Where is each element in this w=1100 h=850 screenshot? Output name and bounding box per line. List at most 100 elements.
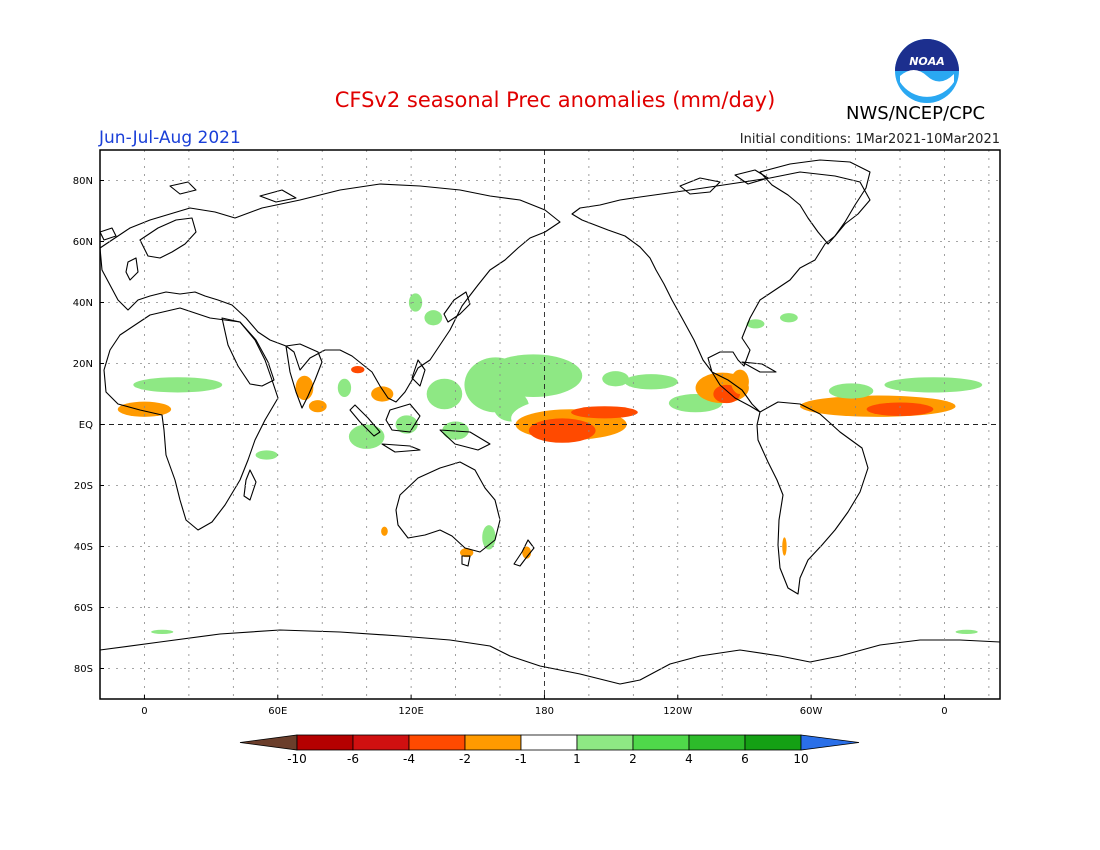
coast-tasmania <box>461 555 471 567</box>
anomaly-region-33 <box>460 548 474 558</box>
coast-philippines <box>411 359 426 387</box>
anomaly-region-9 <box>624 374 678 390</box>
coast-scandinavia <box>139 217 197 259</box>
coast-britain <box>125 257 139 281</box>
coast-new-guinea <box>439 429 491 451</box>
coast-south-america <box>756 401 869 595</box>
coast-sumatra <box>349 404 381 437</box>
lat-label-60S: 60S <box>74 603 93 614</box>
lon-label-5: 60W <box>800 706 823 717</box>
coast-iceland <box>99 227 117 241</box>
colorbar-swatch-2 <box>352 734 410 751</box>
longitude-labels: 0 60E 120E 180 120W 60W 0 <box>141 706 947 717</box>
anomaly-region-24 <box>337 378 352 398</box>
anomaly-region-7 <box>426 378 463 410</box>
coast-arctic-islands <box>169 169 769 203</box>
anomaly-region-15 <box>528 418 596 443</box>
anomaly-region-39 <box>955 629 978 635</box>
anomaly-region-32 <box>482 525 496 550</box>
colorbar-label-3: -2 <box>459 752 471 766</box>
anomaly-region-36 <box>381 526 388 536</box>
colorbar-swatch-5 <box>520 734 578 751</box>
coast-antarctica <box>99 629 1001 685</box>
anomaly-region-30 <box>746 319 765 329</box>
coast-borneo <box>385 403 421 433</box>
anomaly-region-21 <box>308 400 327 413</box>
colorbar-swatch-8 <box>688 734 746 751</box>
coastlines <box>99 159 1001 685</box>
coast-australia <box>395 461 501 553</box>
colorbar-label-5: 1 <box>573 752 581 766</box>
chart-title: CFSv2 seasonal Prec anomalies (mm/day) <box>334 88 776 112</box>
reference-lines <box>100 150 1000 699</box>
anomaly-region-19 <box>731 369 749 394</box>
coast-india <box>285 343 323 409</box>
lat-label-20N: 20N <box>73 359 93 370</box>
coast-north-america <box>571 171 871 413</box>
lon-label-3: 180 <box>535 706 554 717</box>
anomaly-region-11 <box>828 383 874 399</box>
lon-label-4: 120W <box>663 706 692 717</box>
agency-label: NWS/NCEP/CPC <box>846 103 986 124</box>
colorbar-swatch-9 <box>744 734 802 751</box>
lat-label-20S: 20S <box>74 481 93 492</box>
colorbar-label-7: 4 <box>685 752 693 766</box>
lat-label-80N: 80N <box>73 176 93 187</box>
anomaly-region-28 <box>408 293 423 312</box>
lat-label-60N: 60N <box>73 237 93 248</box>
colorbar-label-9: 10 <box>793 752 808 766</box>
colorbar-swatch-1 <box>296 734 354 751</box>
colorbar-label-1: -6 <box>347 752 359 766</box>
colorbar-swatch-7 <box>632 734 690 751</box>
lat-label-EQ: EQ <box>79 420 93 431</box>
anomaly-region-31 <box>780 313 798 323</box>
logo-text: NOAA <box>909 55 945 68</box>
colorbar <box>239 734 860 751</box>
lon-label-2: 120E <box>398 706 423 717</box>
anomaly-region-2 <box>117 401 172 417</box>
colorbar-labels: -10 -6 -4 -2 -1 1 2 4 6 10 <box>287 752 808 766</box>
coast-cuba <box>741 361 777 373</box>
anomaly-region-3 <box>884 377 983 393</box>
anomaly-region-35 <box>782 537 787 556</box>
colorbar-label-4: -1 <box>515 752 527 766</box>
colorbar-label-6: 2 <box>629 752 637 766</box>
coast-madagascar <box>243 469 257 501</box>
lon-label-6: 0 <box>941 706 947 717</box>
anomaly-region-37 <box>255 450 278 460</box>
coast-japan <box>443 291 471 323</box>
anomaly-region-29 <box>424 310 443 326</box>
noaa-logo-icon: NOAA <box>895 39 959 103</box>
anomaly-region-4 <box>133 377 223 393</box>
initial-conditions: Initial conditions: 1Mar2021-10Mar2021 <box>739 132 1000 147</box>
colorbar-label-2: -4 <box>403 752 415 766</box>
anomaly-region-25 <box>348 424 385 449</box>
colorbar-swatch-4 <box>464 734 522 751</box>
colorbar-swatch-3 <box>408 734 466 751</box>
lon-label-1: 60E <box>268 706 287 717</box>
coast-arabia <box>221 317 275 387</box>
anomaly-region-34 <box>522 546 532 559</box>
colorbar-swatch-0 <box>239 734 298 751</box>
lat-label-80S: 80S <box>74 664 93 675</box>
forecast-period: Jun-Jul-Aug 2021 <box>99 128 241 148</box>
anomaly-region-16 <box>571 406 638 419</box>
coast-new-zealand <box>513 539 535 567</box>
coast-eurasia <box>99 183 561 403</box>
coast-java <box>381 443 421 453</box>
latitude-labels: 80N 60N 40N 20N EQ 20S 40S 60S 80S <box>73 176 93 675</box>
axis-ticks <box>100 180 945 699</box>
colorbar-label-0: -10 <box>287 752 307 766</box>
anomaly-region-38 <box>151 629 174 635</box>
lat-label-40S: 40S <box>74 542 93 553</box>
lat-label-40N: 40N <box>73 298 93 309</box>
lon-label-0: 0 <box>141 706 147 717</box>
colorbar-swatch-6 <box>576 734 634 751</box>
anomaly-region-22 <box>351 365 365 374</box>
colorbar-label-8: 6 <box>741 752 749 766</box>
colorbar-swatch-10 <box>800 734 860 751</box>
anomaly-region-1 <box>866 402 934 416</box>
coast-greenland <box>759 159 871 245</box>
anomaly-region-10 <box>602 371 629 387</box>
